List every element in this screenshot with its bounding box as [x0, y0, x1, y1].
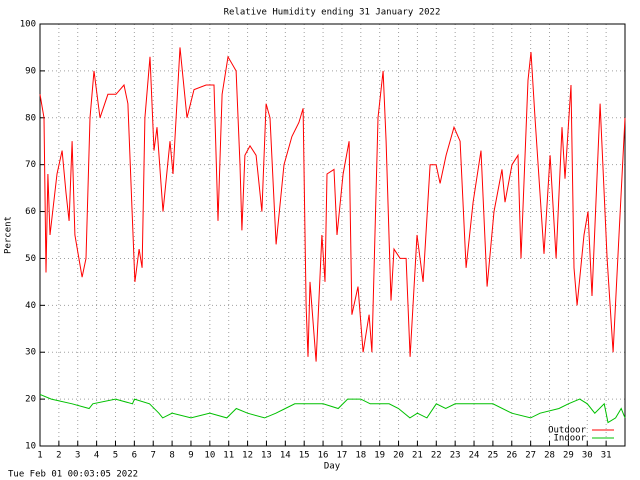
y-tick-label: 20 — [25, 395, 36, 405]
y-tick-label: 50 — [25, 254, 36, 264]
y-tick-label: 60 — [25, 207, 36, 217]
chart-title: Relative Humidity ending 31 January 2022 — [224, 8, 441, 18]
x-tick-label: 7 — [151, 451, 156, 461]
x-tick-label: 23 — [450, 451, 461, 461]
x-tick-label: 9 — [188, 451, 193, 461]
plot-frame — [39, 23, 626, 447]
x-tick-label: 25 — [487, 451, 498, 461]
x-tick-label: 2 — [56, 451, 61, 461]
y-tick-label: 80 — [25, 113, 36, 123]
y-tick-label: 100 — [20, 20, 36, 30]
x-tick-label: 18 — [355, 451, 366, 461]
data-line — [39, 47, 626, 362]
x-axis-label: Day — [324, 462, 341, 472]
x-tick-label: 6 — [132, 451, 137, 461]
x-tick-label: 8 — [169, 451, 174, 461]
legend-label: Outdoor — [548, 426, 587, 436]
x-tick-label: 19 — [374, 451, 385, 461]
x-tick-label: 26 — [506, 451, 517, 461]
y-tick-label: 40 — [25, 301, 36, 311]
y-tick-label: 10 — [25, 442, 36, 452]
y-tick-label: 30 — [25, 348, 36, 358]
x-tick-label: 5 — [113, 451, 118, 461]
x-tick-label: 3 — [75, 451, 80, 461]
x-tick-label: 29 — [563, 451, 574, 461]
legend-label: Indoor — [553, 434, 586, 444]
y-tick-label: 90 — [25, 66, 36, 76]
x-tick-label: 22 — [431, 451, 442, 461]
x-tick-label: 15 — [299, 451, 310, 461]
x-tick-label: 31 — [601, 451, 612, 461]
x-tick-label: 24 — [469, 451, 480, 461]
x-tick-label: 21 — [412, 451, 423, 461]
x-tick-label: 12 — [242, 451, 253, 461]
x-tick-label: 4 — [94, 451, 99, 461]
y-tick-label: 70 — [25, 160, 36, 170]
x-tick-label: 11 — [223, 451, 234, 461]
data-line — [39, 393, 626, 424]
x-tick-label: 16 — [318, 451, 329, 461]
footer: Tue Feb 01 00:03:05 2022 — [8, 470, 138, 480]
x-tick-label: 13 — [261, 451, 272, 461]
x-tick-label: 10 — [204, 451, 215, 461]
x-tick-label: 1 — [37, 451, 42, 461]
x-tick-label: 28 — [544, 451, 555, 461]
x-tick-label: 30 — [582, 451, 593, 461]
y-axis-label: Percent — [4, 216, 14, 254]
x-tick-label: 17 — [337, 451, 348, 461]
x-tick-label: 20 — [393, 451, 404, 461]
x-tick-label: 14 — [280, 451, 291, 461]
x-tick-label: 27 — [525, 451, 536, 461]
